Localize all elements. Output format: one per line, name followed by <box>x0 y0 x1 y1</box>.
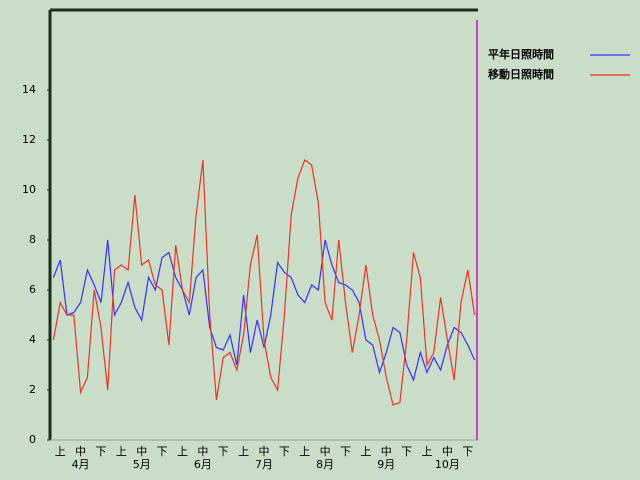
month-label: 7月 <box>255 458 273 471</box>
x-tick-label: 下 <box>279 445 290 458</box>
legend-label: 移動日照時間 <box>488 67 554 81</box>
y-tick-label: 0 <box>29 433 36 446</box>
series-line <box>52 239 476 382</box>
x-tick-label: 下 <box>462 445 473 458</box>
x-tick-label: 上 <box>116 445 127 458</box>
y-tick-label: 4 <box>29 333 36 346</box>
x-tick-label: 中 <box>259 445 270 458</box>
x-tick-label: 中 <box>381 445 392 458</box>
x-tick-label: 上 <box>299 445 310 458</box>
x-tick-label: 中 <box>197 445 208 458</box>
x-tick-label: 下 <box>95 445 106 458</box>
y-tick-label: 14 <box>22 83 36 96</box>
x-tick-label: 上 <box>55 445 66 458</box>
x-tick-label: 下 <box>401 445 412 458</box>
x-tick-label: 中 <box>442 445 453 458</box>
x-tick-label: 上 <box>238 445 249 458</box>
x-tick-label: 上 <box>422 445 433 458</box>
x-tick-label: 上 <box>360 445 371 458</box>
x-tick-label: 下 <box>340 445 351 458</box>
x-tick-label: 中 <box>75 445 86 458</box>
y-tick-label: 2 <box>29 383 36 396</box>
y-tick-label: 12 <box>22 133 36 146</box>
y-tick-label: 6 <box>29 283 36 296</box>
y-tick-label: 8 <box>29 233 36 246</box>
month-label: 10月 <box>435 458 460 471</box>
month-label: 5月 <box>133 458 151 471</box>
month-label: 6月 <box>194 458 212 471</box>
month-label: 8月 <box>316 458 334 471</box>
x-tick-label: 下 <box>218 445 229 458</box>
x-tick-label: 下 <box>157 445 168 458</box>
y-tick-label: 10 <box>22 183 36 196</box>
month-label: 4月 <box>72 458 90 471</box>
x-tick-label: 中 <box>320 445 331 458</box>
month-label: 9月 <box>377 458 395 471</box>
legend-label: 平年日照時間 <box>488 47 554 61</box>
x-tick-label: 中 <box>136 445 147 458</box>
x-tick-label: 上 <box>177 445 188 458</box>
series-line <box>52 159 476 406</box>
